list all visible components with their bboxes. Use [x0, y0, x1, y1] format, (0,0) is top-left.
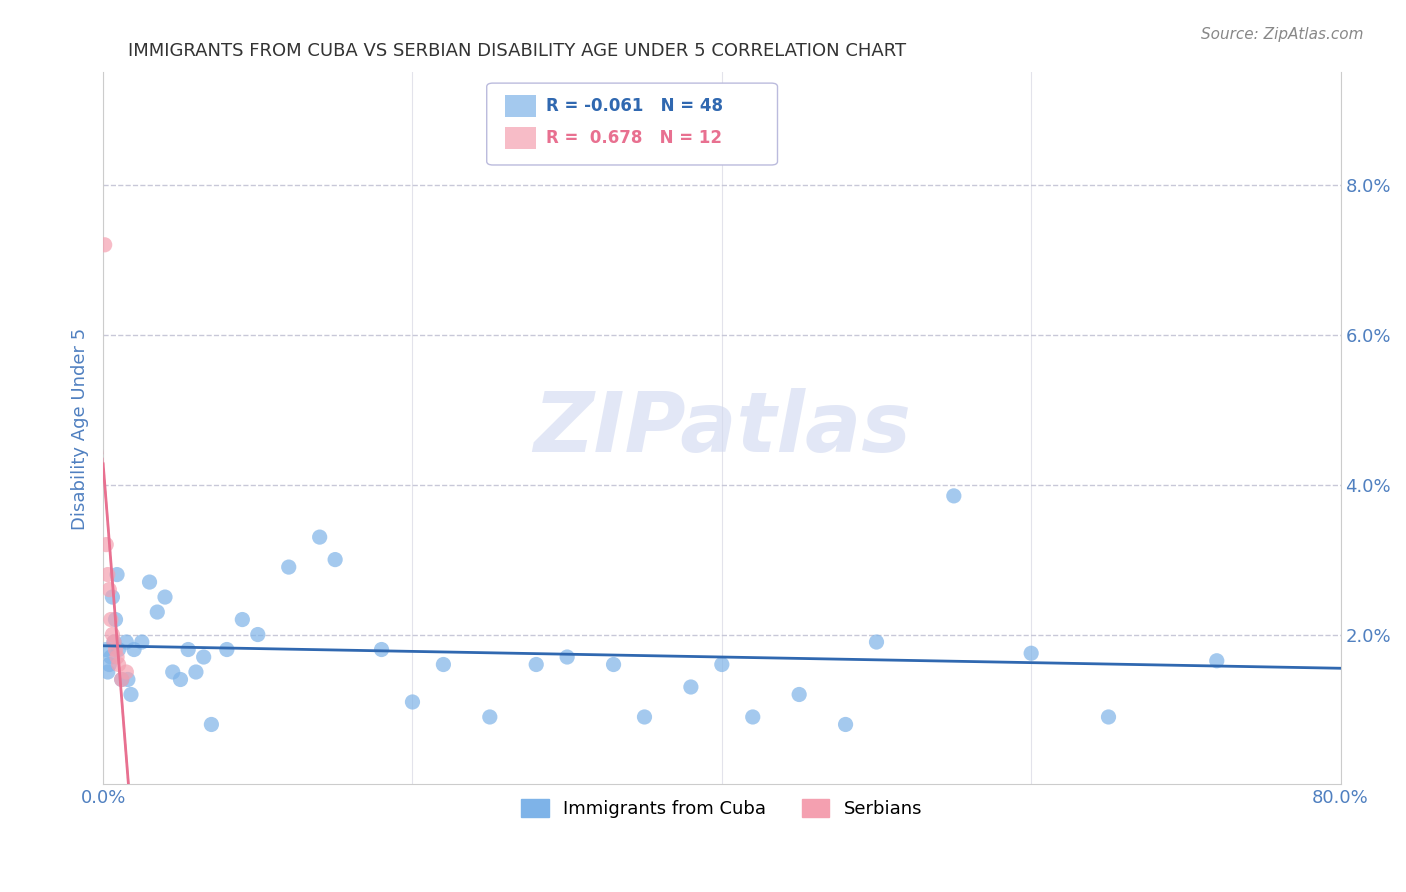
Point: [131, 635, 153, 649]
Point: [101, 590, 124, 604]
Point: [1097, 710, 1119, 724]
Point: [111, 673, 134, 687]
Point: [138, 575, 160, 590]
Point: [96, 642, 118, 657]
Point: [1205, 654, 1227, 668]
Point: [323, 552, 346, 566]
Point: [432, 657, 454, 672]
Point: [602, 657, 624, 672]
Point: [710, 657, 733, 672]
FancyBboxPatch shape: [505, 95, 536, 117]
Point: [96, 538, 118, 552]
Text: IMMIGRANTS FROM CUBA VS SERBIAN DISABILITY AGE UNDER 5 CORRELATION CHART: IMMIGRANTS FROM CUBA VS SERBIAN DISABILI…: [128, 42, 905, 60]
Point: [865, 635, 887, 649]
Point: [100, 650, 122, 665]
Point: [117, 673, 139, 687]
Point: [177, 642, 200, 657]
Point: [633, 710, 655, 724]
Point: [100, 613, 122, 627]
Point: [277, 560, 299, 574]
Point: [231, 613, 253, 627]
Point: [787, 688, 810, 702]
FancyBboxPatch shape: [486, 83, 778, 165]
Point: [103, 635, 125, 649]
Y-axis label: Disability Age Under 5: Disability Age Under 5: [72, 327, 89, 530]
Point: [478, 710, 501, 724]
Point: [1019, 646, 1042, 660]
Text: R = -0.061   N = 48: R = -0.061 N = 48: [546, 97, 723, 115]
Point: [741, 710, 763, 724]
FancyBboxPatch shape: [505, 128, 536, 149]
Point: [101, 627, 124, 641]
Point: [184, 665, 207, 679]
Point: [104, 642, 127, 657]
Point: [115, 665, 138, 679]
Point: [98, 657, 121, 672]
Text: Source: ZipAtlas.com: Source: ZipAtlas.com: [1201, 27, 1364, 42]
Text: ZIPatlas: ZIPatlas: [533, 388, 911, 469]
Point: [97, 665, 120, 679]
Point: [524, 657, 547, 672]
Point: [107, 642, 129, 657]
Point: [107, 657, 129, 672]
Point: [146, 605, 169, 619]
Point: [679, 680, 702, 694]
Point: [98, 582, 121, 597]
Point: [93, 237, 115, 252]
Point: [555, 650, 578, 665]
Point: [115, 635, 138, 649]
Point: [153, 590, 176, 604]
Point: [162, 665, 184, 679]
Text: R =  0.678   N = 12: R = 0.678 N = 12: [546, 129, 723, 147]
Point: [942, 489, 965, 503]
Point: [215, 642, 238, 657]
Point: [103, 635, 125, 649]
Point: [193, 650, 215, 665]
Point: [105, 650, 128, 665]
Legend: Immigrants from Cuba, Serbians: Immigrants from Cuba, Serbians: [515, 791, 929, 825]
Point: [122, 642, 145, 657]
Point: [834, 717, 856, 731]
Point: [401, 695, 423, 709]
Point: [169, 673, 191, 687]
Point: [111, 673, 134, 687]
Point: [120, 688, 142, 702]
Point: [246, 627, 269, 641]
Point: [308, 530, 330, 544]
Point: [370, 642, 392, 657]
Point: [200, 717, 222, 731]
Point: [105, 567, 128, 582]
Point: [97, 567, 120, 582]
Point: [104, 613, 127, 627]
